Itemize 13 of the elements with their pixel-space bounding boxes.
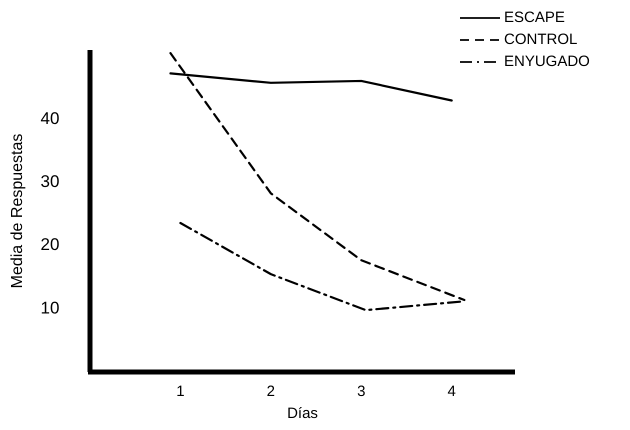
y-tick-label: 40: [40, 108, 60, 128]
legend-label: ESCAPE: [504, 8, 565, 26]
y-tick-label: 20: [40, 235, 60, 254]
x-tick-label: 2: [266, 383, 276, 400]
x-tick-label: 4: [448, 383, 456, 400]
legend-label: ENYUGADO: [504, 52, 590, 70]
x-axis-title: Días: [287, 405, 318, 422]
legend-label: CONTROL: [504, 30, 578, 48]
y-tick-label: 30: [40, 172, 60, 192]
x-tick-label: 1: [176, 383, 185, 400]
y-tick-label: 10: [40, 298, 60, 318]
x-tick-label: 3: [357, 383, 366, 400]
y-axis-title: Media de Respuestas: [9, 134, 26, 288]
